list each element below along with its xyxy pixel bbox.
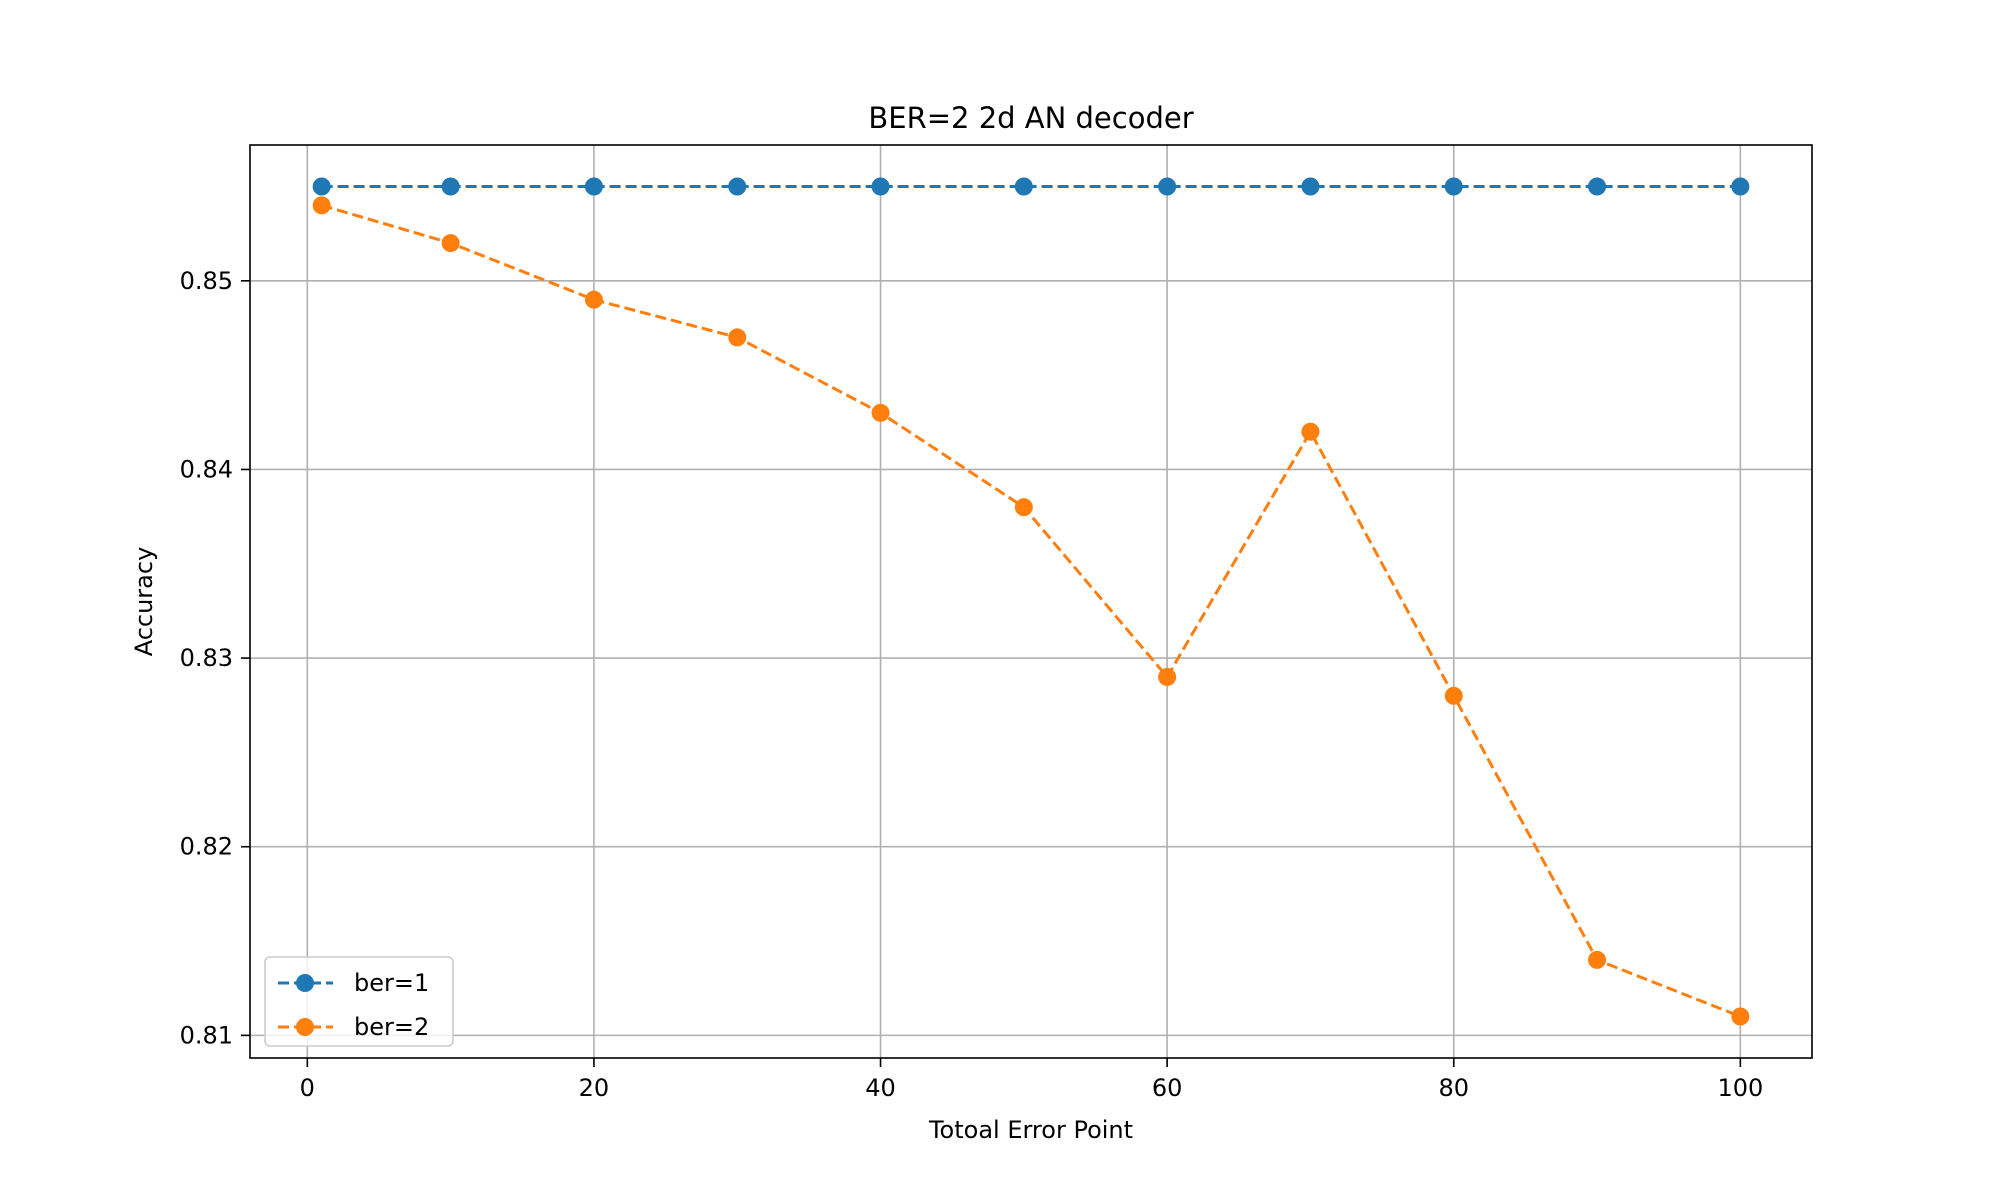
data-point <box>441 234 460 253</box>
legend-label: ber=1 <box>354 969 429 997</box>
legend-item: ber=1 <box>278 969 429 997</box>
data-point <box>871 403 890 422</box>
data-point <box>1014 177 1033 196</box>
data-point <box>728 328 747 347</box>
legend-marker <box>296 974 314 992</box>
x-tick-label: 20 <box>579 1074 610 1102</box>
data-point <box>1588 950 1607 969</box>
x-tick-label: 100 <box>1717 1074 1763 1102</box>
x-tick-label: 40 <box>865 1074 896 1102</box>
legend: ber=1 ber=2 <box>264 956 454 1047</box>
x-tick-label: 80 <box>1438 1074 1469 1102</box>
data-point <box>312 196 331 215</box>
y-tick-label: 0.82 <box>180 833 233 861</box>
data-point <box>1731 1007 1750 1026</box>
x-tick-label: 0 <box>300 1074 315 1102</box>
data-point <box>1158 667 1177 686</box>
y-tick-label: 0.85 <box>180 267 233 295</box>
data-point <box>312 177 331 196</box>
legend-item: ber=2 <box>278 1013 429 1041</box>
legend-label: ber=2 <box>354 1013 429 1041</box>
data-point <box>1158 177 1177 196</box>
y-tick-label: 0.83 <box>180 644 233 672</box>
ticks-layer: 0 20 40 60 80 100 0.81 0.82 0.83 0.84 0.85 <box>180 267 1764 1102</box>
grid-layer <box>250 145 1812 1058</box>
data-point <box>1014 498 1033 517</box>
data-point <box>584 177 603 196</box>
data-point <box>1301 422 1320 441</box>
chart-title: BER=2 2d AN decoder <box>868 101 1193 135</box>
series-1 <box>312 177 1750 196</box>
data-point <box>584 290 603 309</box>
plot-frame <box>249 144 1813 1059</box>
data-point <box>441 177 460 196</box>
y-axis-label: Accuracy <box>130 547 158 657</box>
series-2 <box>312 196 1750 1026</box>
data-point <box>871 177 890 196</box>
data-point <box>1731 177 1750 196</box>
y-tick-label: 0.81 <box>180 1021 233 1049</box>
y-tick-label: 0.84 <box>180 455 233 483</box>
data-point <box>728 177 747 196</box>
data-point <box>1444 686 1463 705</box>
data-point <box>1588 177 1607 196</box>
data-point <box>1444 177 1463 196</box>
x-axis-label: Totoal Error Point <box>928 1116 1133 1144</box>
series-layer <box>312 177 1750 1026</box>
x-tick-label: 60 <box>1152 1074 1183 1102</box>
data-point <box>1301 177 1320 196</box>
legend-marker <box>296 1018 314 1036</box>
